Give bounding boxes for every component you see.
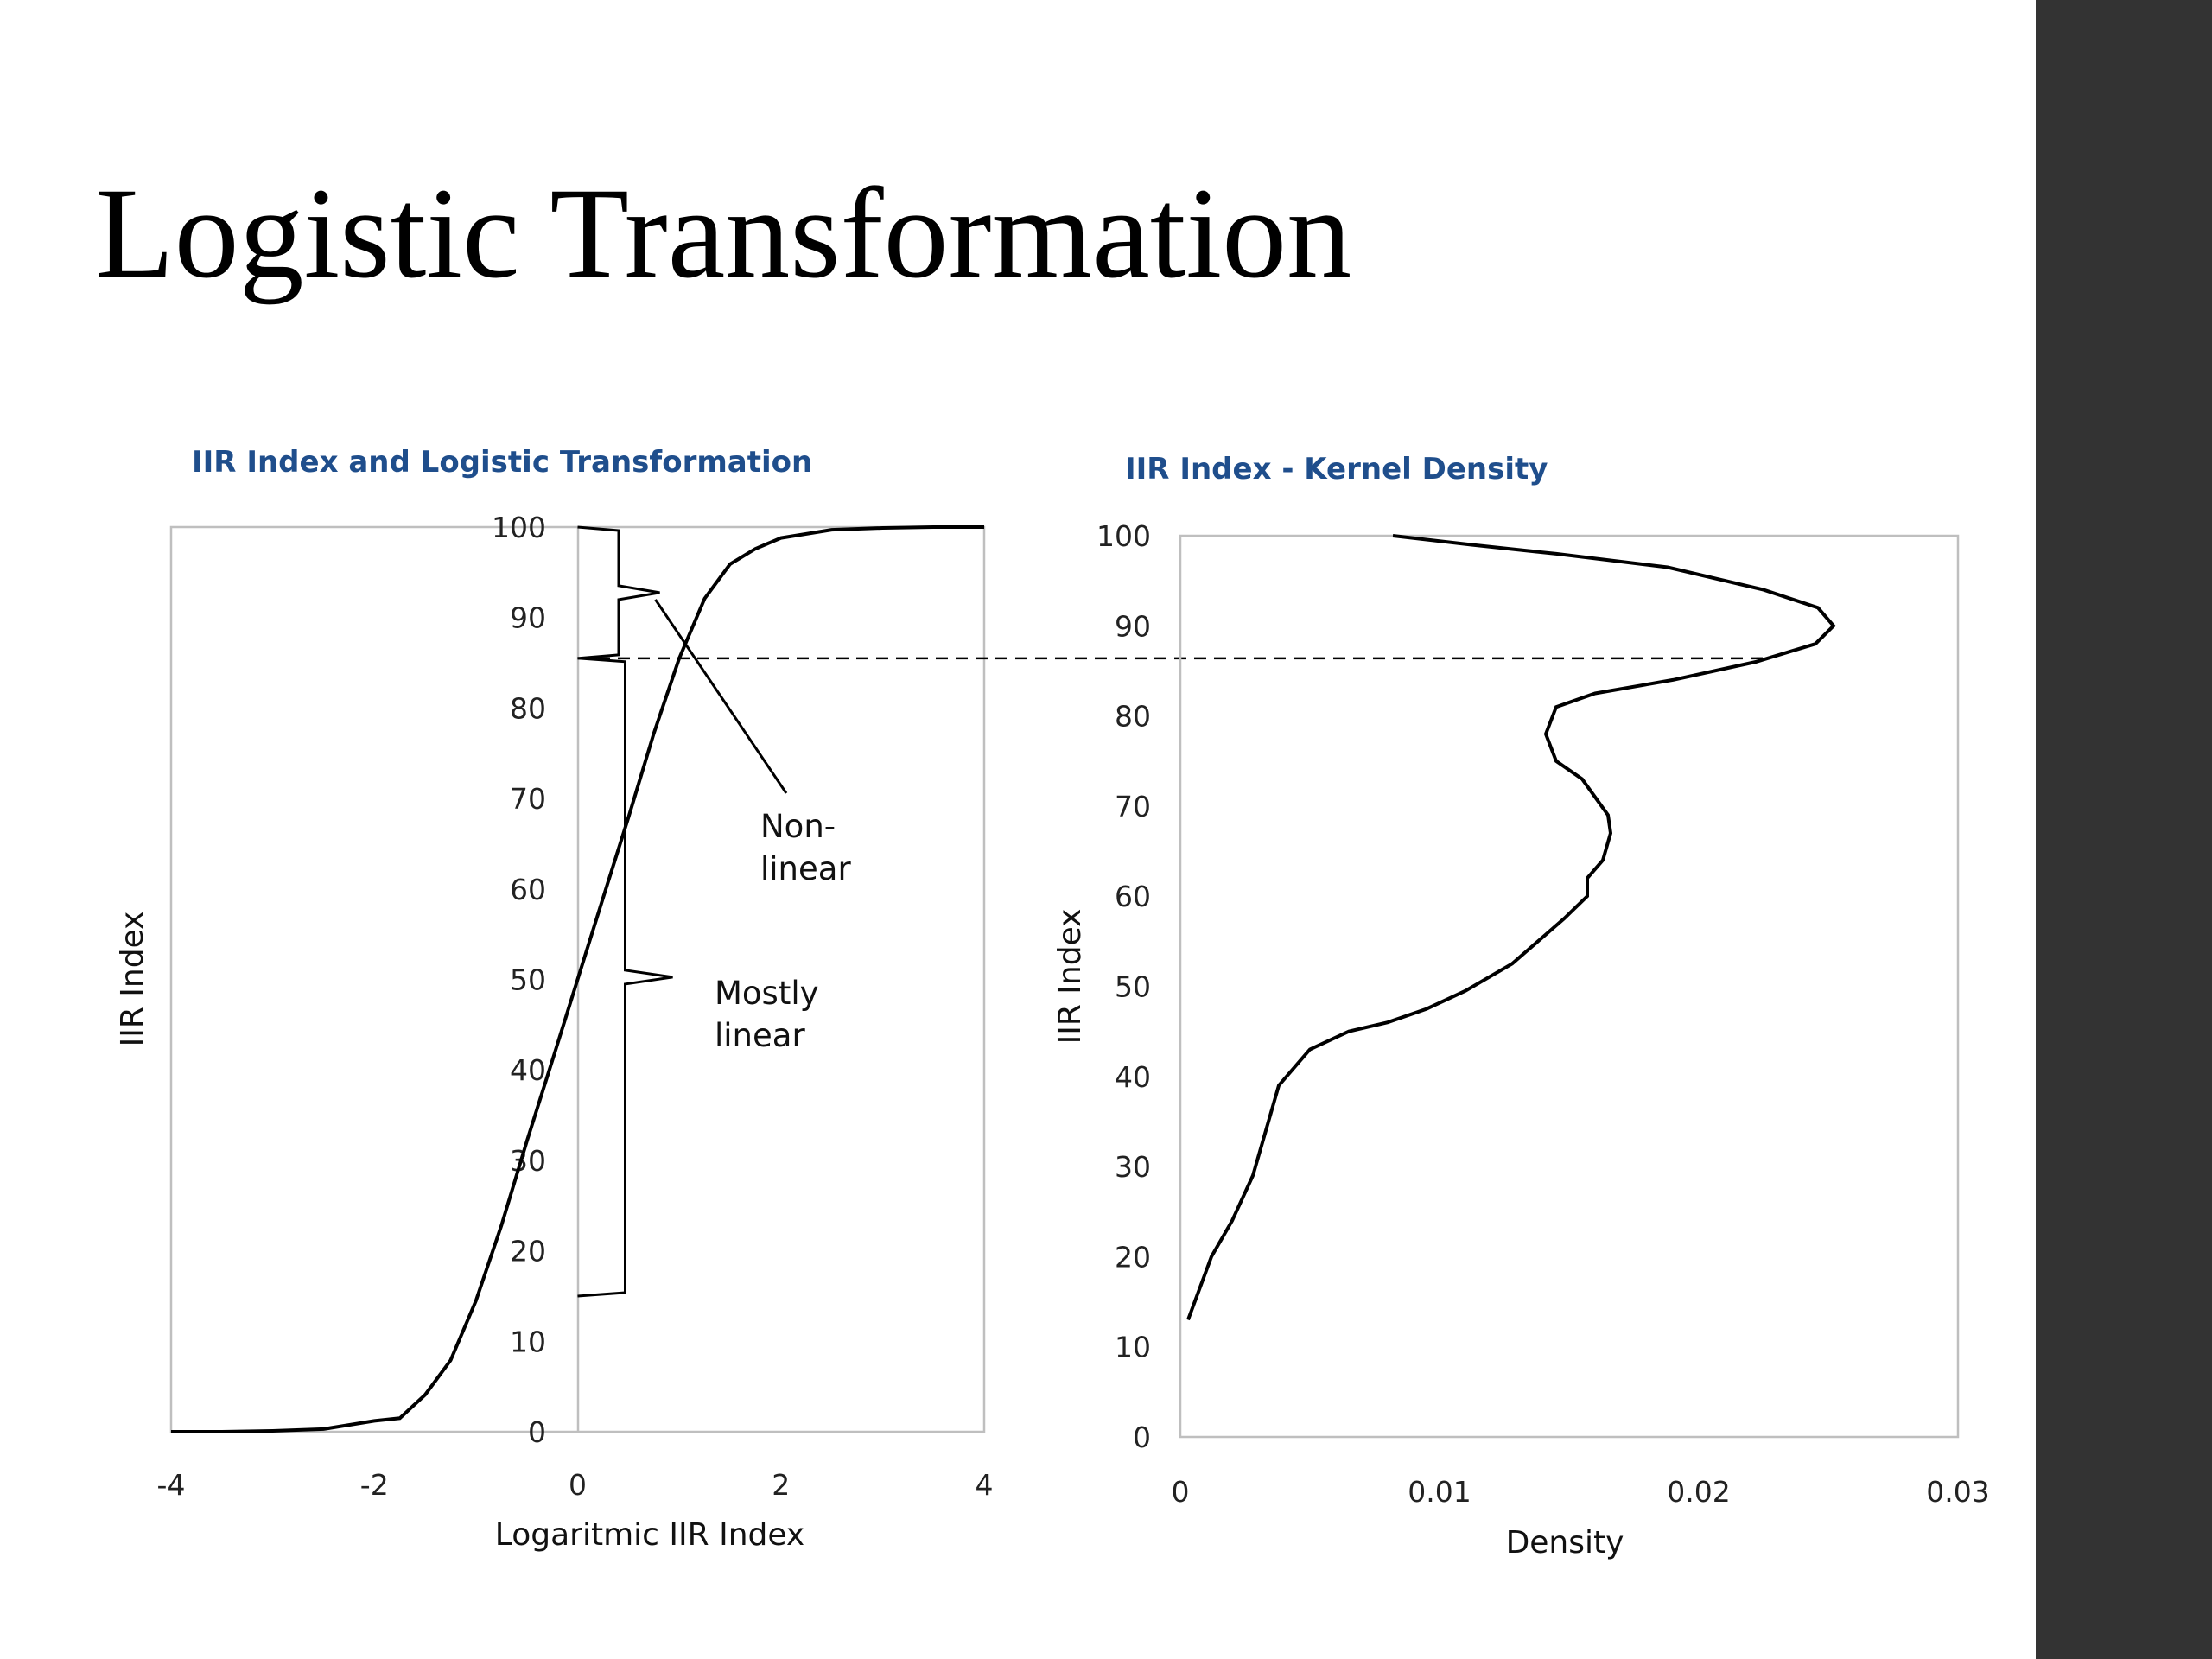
logistic-y-tick-label: 70	[510, 782, 546, 816]
logistic-y-tick-label: 100	[492, 511, 546, 544]
nonlinear-pointer-line	[654, 599, 788, 794]
density-chart: IIR Index - Kernel Density 0 10 20 30 40 50 60…	[1052, 452, 1990, 1560]
density-y-tick-label: 10	[1115, 1331, 1151, 1364]
density-y-tick-label: 50	[1115, 970, 1151, 1004]
density-y-tick-label: 70	[1115, 790, 1151, 823]
logistic-x-tick-label: -2	[360, 1468, 389, 1502]
density-plot-frame	[1179, 534, 1960, 1439]
density-y-axis-label: IIR Index	[1052, 909, 1088, 1045]
slide-title: Logistic Transformation	[95, 162, 1352, 305]
annotation-linear-line1: Mostly	[715, 975, 819, 1012]
slide-side-band	[2036, 0, 2212, 1659]
logistic-y-tick-label: 30	[510, 1144, 546, 1178]
density-y-tick-label: 30	[1115, 1150, 1151, 1184]
logistic-y-tick-label: 20	[510, 1235, 546, 1268]
logistic-chart-title: IIR Index and Logistic Transformation	[192, 445, 812, 480]
density-y-tick-label: 80	[1115, 700, 1151, 734]
logistic-x-tick-label: 2	[772, 1468, 790, 1502]
logistic-series-line	[171, 525, 984, 1433]
density-x-tick-label: 0.01	[1408, 1475, 1471, 1509]
logistic-chart: IIR Index and Logistic Transformation 0 1…	[115, 445, 994, 1553]
density-x-tick-label: 0.03	[1926, 1475, 1989, 1509]
logistic-y-tick-label: 90	[510, 601, 546, 635]
nonlinear-brace	[577, 525, 660, 660]
density-chart-title: IIR Index - Kernel Density	[1125, 452, 1548, 486]
linear-brace	[577, 657, 673, 1298]
logistic-y-tick-label: 10	[510, 1325, 546, 1358]
logistic-y-axis-label: IIR Index	[115, 912, 150, 1047]
charts-area: IIR Index and Logistic Transformation 0 1…	[115, 445, 1990, 1560]
density-y-tick-label: 100	[1096, 519, 1151, 553]
density-y-tick-label: 60	[1115, 880, 1151, 913]
density-y-tick-label: 90	[1115, 609, 1151, 643]
logistic-y-tick-label: 60	[510, 873, 546, 906]
logistic-y-tick-label: 0	[528, 1415, 546, 1449]
density-series-line	[1186, 534, 1836, 1321]
annotation-nonlinear-line2: linear	[760, 850, 851, 887]
logistic-y-tick-label: 50	[510, 963, 546, 997]
logistic-y-tick-label: 40	[510, 1053, 546, 1087]
density-x-tick-label: 0	[1172, 1475, 1190, 1509]
density-y-tick-label: 20	[1115, 1240, 1151, 1274]
density-y-tick-label: 40	[1115, 1060, 1151, 1094]
density-x-tick-label: 0.02	[1667, 1475, 1730, 1509]
logistic-x-tick-label: 4	[976, 1468, 994, 1502]
logistic-x-axis-label: Logaritmic IIR Index	[495, 1517, 804, 1553]
density-x-axis-label: Density	[1506, 1525, 1624, 1560]
logistic-x-tick-label: -4	[157, 1468, 186, 1502]
annotation-linear-line2: linear	[715, 1017, 805, 1054]
logistic-y-tick-label: 80	[510, 691, 546, 725]
logistic-x-tick-label: 0	[569, 1468, 587, 1502]
annotation-nonlinear-line1: Non-	[760, 808, 836, 845]
density-y-tick-label: 0	[1133, 1421, 1151, 1454]
